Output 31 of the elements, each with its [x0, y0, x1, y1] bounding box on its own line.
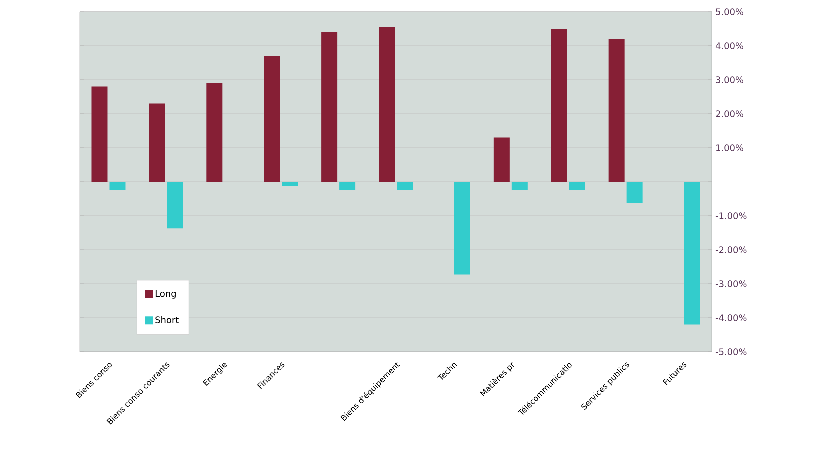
bar [264, 56, 280, 182]
bar [149, 104, 166, 182]
bar [626, 182, 643, 204]
bar [551, 28, 568, 182]
y-tick-label: 3.00% [716, 76, 744, 84]
y-tick-label: 1.00% [716, 144, 744, 152]
bar [379, 27, 396, 182]
bar [608, 39, 625, 182]
bar [397, 182, 414, 190]
legend-label: Short [156, 316, 179, 324]
y-tick-label: 5.00% [716, 8, 744, 16]
bar [110, 182, 126, 190]
bar [512, 182, 528, 190]
y-tick-label: 4.00% [716, 42, 744, 50]
y-tick-label: -1.00% [716, 212, 747, 220]
bar [92, 86, 108, 182]
bar [322, 32, 338, 182]
bar [494, 138, 510, 182]
y-tick-label: -2.00% [716, 246, 747, 254]
y-tick-label: 2.00% [716, 110, 744, 118]
y-tick-label: -3.00% [716, 280, 747, 288]
bar [167, 182, 184, 229]
bar [684, 182, 700, 325]
legend-label: Long [156, 290, 176, 299]
bar [454, 182, 470, 275]
bar [282, 182, 298, 186]
bar [206, 83, 223, 182]
y-tick-label: -4.00% [716, 314, 747, 322]
bar [340, 182, 356, 190]
bar [569, 182, 586, 190]
y-tick-label: -5.00% [716, 348, 747, 356]
